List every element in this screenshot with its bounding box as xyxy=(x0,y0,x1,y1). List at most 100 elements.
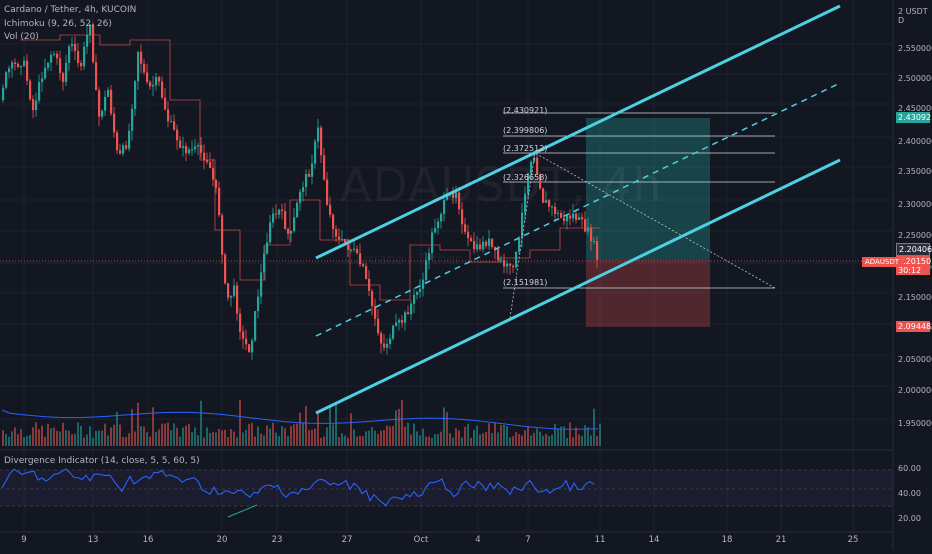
candle-body xyxy=(92,24,95,63)
candle-body xyxy=(590,227,593,242)
symbol-legend[interactable]: Cardano / Tether, 4h, KUCOIN xyxy=(4,5,137,15)
volume-legend[interactable]: Vol (20) xyxy=(4,32,39,42)
candle-body xyxy=(113,113,116,133)
candle-body xyxy=(410,303,413,315)
volume-bar xyxy=(329,405,331,446)
volume-bar xyxy=(479,434,481,446)
volume-bar xyxy=(128,433,130,446)
volume-bar xyxy=(170,430,172,446)
candle-body xyxy=(299,191,302,203)
candle-body xyxy=(275,213,278,215)
volume-bar xyxy=(500,424,502,446)
candle-body xyxy=(146,72,149,83)
candle-body xyxy=(308,174,311,177)
volume-bar xyxy=(56,430,58,446)
rsi-line xyxy=(1,468,595,507)
volume-bar xyxy=(86,434,88,446)
volume-bar xyxy=(260,433,262,446)
volume-bar xyxy=(224,429,226,446)
candle-body xyxy=(425,260,428,280)
volume-bar xyxy=(566,437,568,446)
candle-body xyxy=(71,43,74,47)
ichimoku-legend[interactable]: Ichimoku (9, 26, 52, 26) xyxy=(4,19,112,29)
candle-body xyxy=(47,62,50,68)
volume-bar xyxy=(11,431,13,446)
candle-body xyxy=(257,296,260,312)
volume-bar xyxy=(104,423,106,446)
volume-bar xyxy=(464,426,466,446)
candle-body xyxy=(131,108,134,131)
volume-bar xyxy=(215,432,217,446)
candle-body xyxy=(68,46,71,63)
volume-bar xyxy=(563,426,565,446)
candle-body xyxy=(536,157,539,175)
candle-body xyxy=(362,264,365,267)
candle-body xyxy=(557,213,560,215)
divergence-legend[interactable]: Divergence Indicator (14, close, 5, 5, 6… xyxy=(4,456,200,466)
candle-body xyxy=(479,244,482,250)
candle-body xyxy=(2,87,5,100)
volume-bar xyxy=(23,437,25,446)
volume-bar xyxy=(248,423,250,446)
volume-bar xyxy=(416,431,418,446)
candle-body xyxy=(176,129,179,141)
candle-body xyxy=(281,209,284,212)
candle-body xyxy=(224,254,227,284)
volume-bar xyxy=(455,428,457,446)
bullish-divergence-line xyxy=(227,504,258,518)
candle-body xyxy=(434,228,437,233)
volume-bar xyxy=(212,431,214,446)
candle-body xyxy=(584,219,587,232)
volume-bar xyxy=(326,427,328,446)
price-tick: 2.550000 xyxy=(898,44,932,53)
volume-bar xyxy=(137,402,139,446)
candle-body xyxy=(290,231,293,234)
volume-bar xyxy=(548,436,550,446)
candle-body xyxy=(215,179,218,188)
volume-bar xyxy=(452,437,454,446)
candle-body xyxy=(98,90,101,117)
volume-bar xyxy=(227,437,229,446)
candle-body xyxy=(245,338,248,345)
candle-body xyxy=(128,130,131,149)
currency-label[interactable]: 2 USDT D xyxy=(898,7,928,25)
volume-bar xyxy=(80,426,82,446)
volume-bar xyxy=(164,423,166,446)
candle-body xyxy=(380,333,383,344)
volume-bar xyxy=(209,433,211,446)
volume-bar xyxy=(599,423,601,446)
volume-bar xyxy=(440,431,442,446)
candle-body xyxy=(107,89,110,97)
candle-body xyxy=(269,222,272,243)
time-tick: 4 xyxy=(475,535,481,545)
candle-body xyxy=(458,192,461,210)
candle-body xyxy=(464,224,467,232)
volume-bar xyxy=(422,428,424,446)
candle-body xyxy=(161,81,164,98)
candle-body xyxy=(197,145,200,147)
volume-bar xyxy=(5,434,7,446)
volume-bar xyxy=(557,428,559,446)
volume-bar xyxy=(404,426,406,446)
candle-body xyxy=(368,278,371,291)
candle-body xyxy=(467,231,470,239)
volume-bar xyxy=(62,422,64,446)
volume-bar xyxy=(29,434,31,446)
candle-body xyxy=(455,192,458,198)
candle-body xyxy=(506,263,509,267)
volume-bar xyxy=(482,433,484,446)
candle-body xyxy=(116,132,119,151)
candle-body xyxy=(56,53,59,59)
candle-body xyxy=(500,259,503,261)
fib-level-label: (2.326658) xyxy=(503,173,548,182)
volume-bar xyxy=(398,408,400,446)
volume-bar xyxy=(134,431,136,446)
volume-bar xyxy=(305,406,307,446)
candle-body xyxy=(431,232,434,253)
volume-bar xyxy=(152,407,154,446)
candle-body xyxy=(212,168,215,180)
volume-bar xyxy=(140,426,142,446)
fib-level-label: (2.151981) xyxy=(503,278,548,287)
